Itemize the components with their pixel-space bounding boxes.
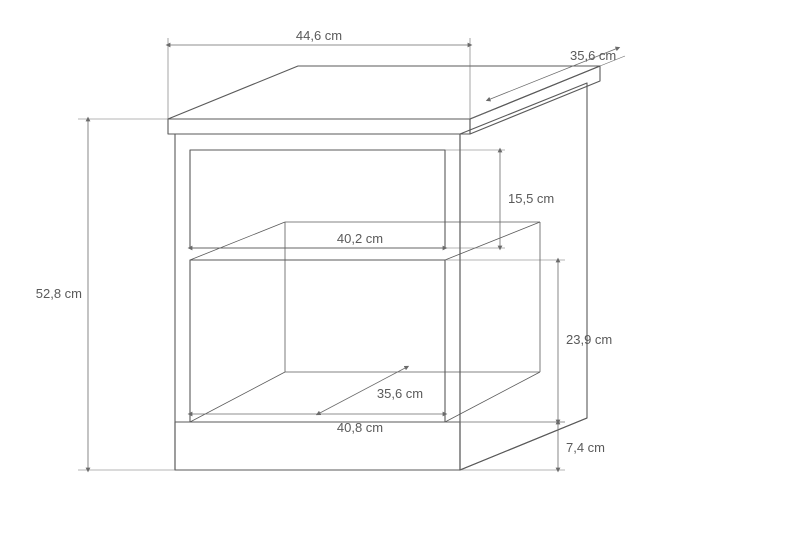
dim-height-total: 52,8 cm [36,286,82,301]
dim-shelf-height: 23,9 cm [566,332,612,347]
dim-shelf-depth: 35,6 cm [377,386,423,401]
dim-depth-top: 35,6 cm [570,48,616,63]
furniture-dimension-diagram: 44,6 cm 35,6 cm 52,8 cm 15,5 cm 40,2 cm … [0,0,800,533]
dim-drawer-width: 40,2 cm [337,231,383,246]
dim-width-top: 44,6 cm [296,28,342,43]
dim-drawer-height: 15,5 cm [508,191,554,206]
dim-shelf-width: 40,8 cm [337,420,383,435]
dim-plinth-height: 7,4 cm [566,440,605,455]
